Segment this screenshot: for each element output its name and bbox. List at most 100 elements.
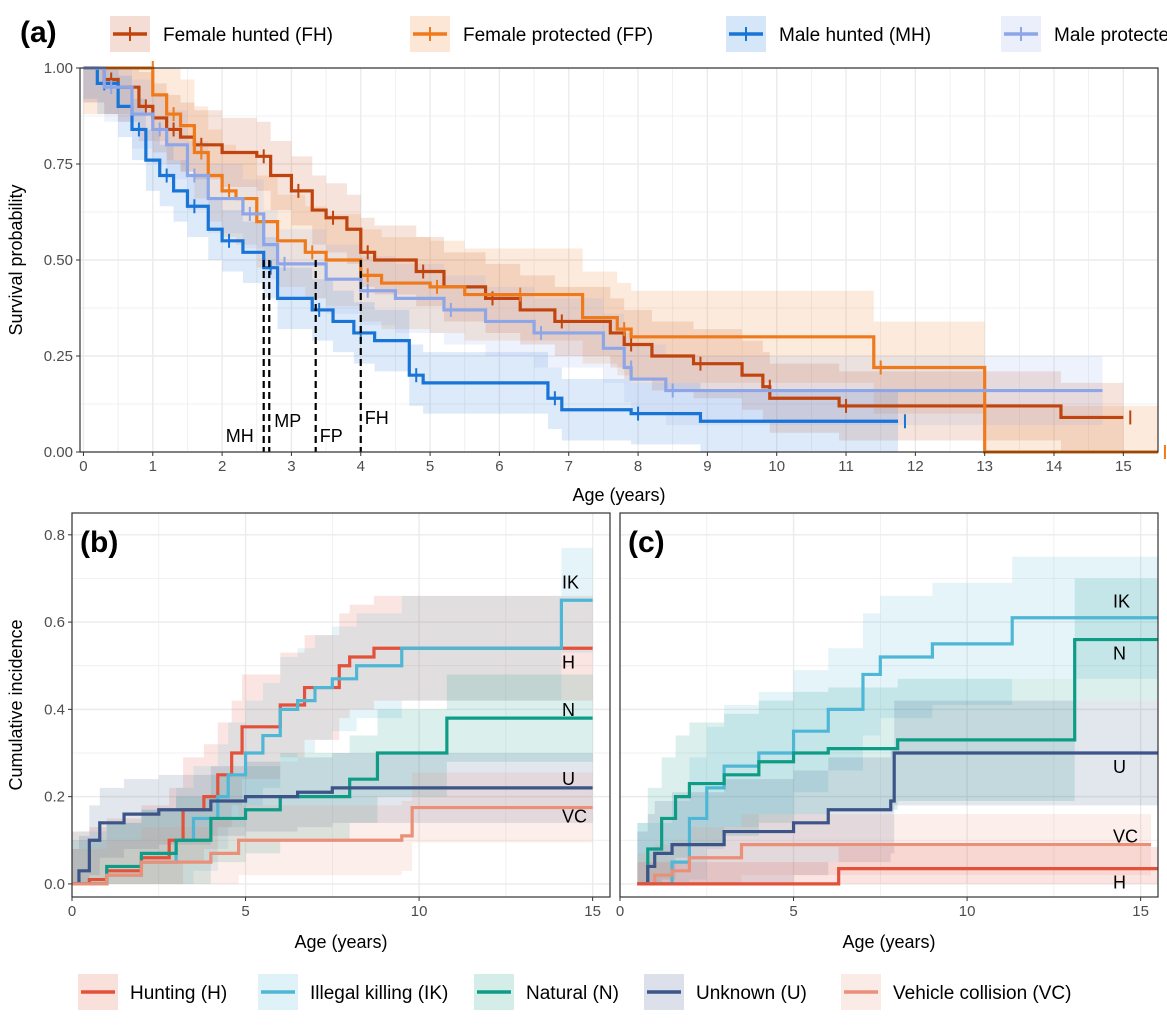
legend-item-FP: Female protected (FP) (410, 16, 653, 52)
x-tick-label: 3 (287, 458, 295, 475)
panel-label: (a) (20, 16, 57, 49)
series-line-U (72, 786, 593, 886)
y-tick-label: 0.50 (44, 252, 73, 269)
x-tick-label: 6 (495, 458, 503, 475)
x-tick-label: 1 (149, 458, 157, 475)
x-tick-label: 11 (838, 458, 854, 475)
plot-frame (71, 512, 611, 898)
x-tick-label: 12 (907, 458, 924, 475)
x-tick-label: 0 (616, 903, 624, 920)
x-tick-label: 15 (1132, 903, 1149, 920)
ci-band-U (72, 753, 593, 884)
ci-band-H (72, 595, 593, 884)
legend-label: Hunting (H) (130, 983, 227, 1004)
x-tick-label: 15 (1115, 458, 1132, 475)
median-label-MP: MP (274, 411, 301, 431)
x-tick-label: 9 (703, 458, 711, 475)
x-tick-label: 14 (1046, 458, 1063, 475)
legend-label: Male hunted (MH) (779, 25, 931, 46)
legend-label: Vehicle collision (VC) (893, 983, 1071, 1004)
series-line-VC (72, 805, 593, 886)
x-tick-label: 7 (565, 458, 573, 475)
panel-b: H IK N U VC 0 5 10 15 0.0 0.2 0.4 0.6 0.8 Age (years) C… (6, 512, 611, 952)
plot-frame (619, 512, 1159, 898)
median-label-MH: MH (226, 426, 254, 446)
y-axis-title: Survival probability (6, 184, 26, 335)
panel-c: IK N U VC H 0 5 10 15 Age (years) (c) (616, 512, 1159, 952)
curve-label-H: H (562, 652, 575, 672)
legend-item: Hunting (H) (78, 974, 227, 1010)
series-line-VC (637, 843, 1152, 886)
x-tick-label: 0 (68, 903, 76, 920)
ci-band-FH (83, 68, 1124, 452)
curve-label-U: U (1113, 757, 1126, 777)
ci-band-H (637, 846, 1158, 884)
series-line-N (637, 637, 1158, 886)
series-line-IK (637, 616, 1158, 886)
x-tick-label: 5 (426, 458, 434, 475)
legend-item-MP: Male protected (MP) (1001, 16, 1167, 52)
ci-band-MH (83, 68, 899, 452)
x-tick-label: 13 (976, 458, 993, 475)
y-tick-label: 0.25 (44, 348, 73, 365)
y-tick-label: 1.00 (44, 60, 73, 77)
legend-label: Male protected (MP) (1054, 25, 1167, 46)
ci-band-FP (83, 68, 1159, 452)
x-tick-label: 15 (584, 903, 601, 920)
y-tick-label: 0.4 (44, 701, 65, 718)
legend-label: Female hunted (FH) (163, 25, 333, 46)
x-tick-label: 10 (411, 903, 428, 920)
y-tick-label: 0.75 (44, 156, 73, 173)
legend-item: Vehicle collision (VC) (841, 974, 1071, 1010)
legend-label: Female protected (FP) (463, 25, 653, 46)
legend-bottom: Hunting (H) Illegal killing (IK) Natural (… (78, 974, 1071, 1010)
x-axis-title: Age (years) (842, 932, 935, 952)
series-line-H (637, 867, 1158, 886)
x-tick-label: 8 (634, 458, 642, 475)
legend-item-MH: Male hunted (MH) (726, 16, 931, 52)
x-tick-label: 4 (357, 458, 365, 475)
y-tick-label: 0.00 (44, 444, 73, 461)
y-tick-label: 0.6 (44, 614, 65, 631)
median-label-FH: FH (365, 408, 389, 428)
ci-band-N (637, 578, 1158, 884)
median-label-FP: FP (320, 426, 343, 446)
legend-item-FH: Female hunted (FH) (110, 16, 333, 52)
legend-item: Unknown (U) (644, 974, 807, 1010)
series-line-FP (83, 66, 1158, 454)
x-axis-title: Age (years) (572, 485, 665, 505)
ci-band-VC (72, 772, 593, 884)
curve-label-N: N (562, 700, 575, 720)
x-tick-label: 5 (241, 903, 249, 920)
legend-item: Natural (N) (474, 974, 619, 1010)
legend-top: Female hunted (FH) Female protected (FP) M… (110, 16, 1167, 52)
ci-band-U (637, 700, 1158, 884)
x-tick-label: 10 (959, 903, 976, 920)
y-tick-label: 0.0 (44, 876, 65, 893)
x-tick-label: 5 (789, 903, 797, 920)
legend-label: Illegal killing (IK) (310, 983, 448, 1004)
curve-label-VC: VC (1113, 827, 1138, 847)
ci-band-N (72, 674, 593, 884)
ci-band-IK (72, 547, 593, 884)
x-tick-label: 10 (768, 458, 785, 475)
curve-label-N: N (1113, 644, 1126, 664)
ci-band-IK (637, 556, 1158, 884)
curve-label-U: U (562, 769, 575, 789)
x-tick-label: 0 (79, 458, 87, 475)
panel-label: (c) (628, 526, 665, 559)
curve-label-IK: IK (562, 572, 579, 592)
legend-label: Natural (N) (526, 983, 619, 1004)
curve-label-IK: IK (1113, 592, 1130, 612)
y-tick-label: 0.8 (44, 527, 65, 544)
y-tick-label: 0.2 (44, 789, 65, 806)
x-axis-title: Age (years) (294, 932, 387, 952)
curve-label-H: H (1113, 873, 1126, 893)
curve-label-VC: VC (562, 807, 587, 827)
panel-label: (b) (80, 526, 118, 559)
legend-label: Unknown (U) (696, 983, 807, 1004)
series-line-U (637, 751, 1158, 886)
legend-item: Illegal killing (IK) (258, 974, 448, 1010)
